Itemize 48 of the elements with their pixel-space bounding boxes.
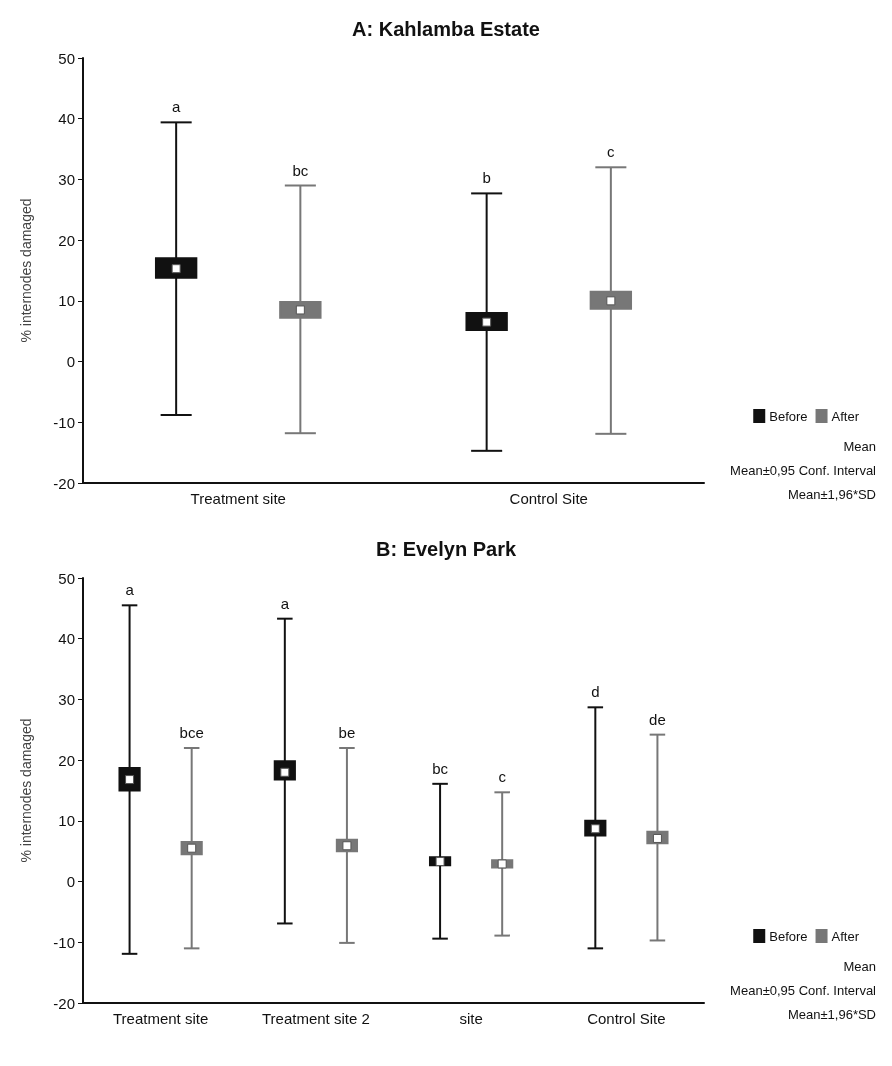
text: c: [607, 143, 615, 161]
text: Mean±0,95 Conf. Interval: [730, 983, 877, 998]
y-axis-title: % internodes damaged: [18, 718, 34, 863]
text: Mean±1,96*SD: [787, 487, 876, 502]
legend-label: After: [831, 928, 860, 944]
legend-label: After: [831, 408, 860, 424]
y-tick-label: 50: [58, 49, 75, 67]
text: c: [498, 768, 506, 786]
legend-label: Before: [769, 928, 808, 944]
text: de: [649, 710, 666, 728]
y-tick-label: 20: [58, 231, 75, 249]
y-tick-label: 50: [58, 569, 75, 587]
text: bc: [292, 161, 309, 179]
text: a: [280, 594, 289, 612]
text: Mean: [843, 439, 877, 454]
x-tick-label: site: [459, 1010, 483, 1027]
x-tick-label: Treatment site: [112, 1010, 209, 1027]
y-tick-label: -20: [53, 994, 75, 1012]
text: bc: [432, 759, 448, 777]
y-axis-title: % internodes damaged: [18, 198, 34, 343]
y-tick-label: 30: [58, 690, 75, 708]
text: b: [482, 169, 491, 187]
x-tick-label: Treatment site: [190, 490, 286, 507]
y-tick-label: 40: [58, 110, 75, 128]
x-tick-label: Control Site: [509, 490, 588, 507]
x-tick-label: Treatment site 2: [261, 1010, 370, 1027]
text: d: [591, 683, 600, 701]
text: Mean±1,96*SD: [787, 1007, 876, 1022]
y-tick-label: -20: [53, 474, 75, 492]
legend-label: Before: [769, 408, 808, 424]
y-tick-label: 30: [58, 170, 75, 188]
y-tick-label: -10: [53, 933, 75, 951]
text: bce: [179, 724, 204, 741]
y-tick-label: -10: [53, 413, 75, 431]
y-tick-label: 0: [66, 353, 75, 371]
x-tick-label: Control Site: [587, 1010, 666, 1027]
y-tick-label: 10: [58, 292, 75, 310]
text: a: [125, 581, 134, 599]
y-tick-label: 10: [58, 812, 75, 830]
chart-title: B: Evelyn Park: [375, 538, 517, 560]
chart-title: A: Kahlamba Estate: [352, 18, 540, 40]
text: Mean±0,95 Conf. Interval: [730, 463, 877, 478]
text: a: [171, 98, 181, 116]
y-tick-label: 0: [66, 873, 75, 891]
y-tick-label: 40: [58, 630, 75, 648]
text: Mean: [843, 959, 877, 974]
text: be: [338, 724, 356, 741]
y-tick-label: 20: [58, 751, 75, 769]
